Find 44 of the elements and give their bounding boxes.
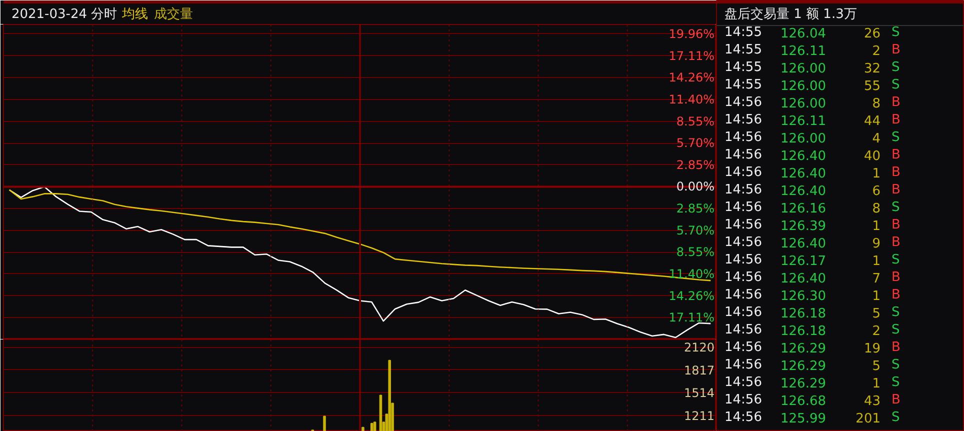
y-tick-label: 8.55% [676, 114, 715, 128]
y-tick-label: 2.85% [676, 202, 715, 216]
text: 14:55 126.00 55 S [724, 78, 900, 94]
text: 14:56 126.39 1 B [724, 218, 900, 234]
text: 14:56 126.18 2 S [724, 322, 900, 339]
text: 14:56 126.18 5 S [724, 305, 900, 322]
chart-title: 2021-03-24 分时 [11, 7, 118, 22]
y-tick-label: 17.11% [668, 48, 715, 63]
text: 14:56 126.29 19 B [724, 340, 900, 356]
text: 14:56 126.11 44 B [724, 112, 900, 129]
text: 成交量 [154, 6, 194, 22]
text: 14:56 126.00 4 S [724, 130, 900, 146]
text: 14:55 126.00 32 S [724, 60, 900, 76]
text: 14:56 126.29 1 S [724, 375, 900, 392]
text: 盘后交易量 1 额 1.3万 [724, 6, 857, 22]
text: 14:56 126.40 6 B [724, 182, 900, 199]
text: 14:56 126.40 9 B [724, 235, 900, 252]
y-tick-label: 17.11% [668, 310, 715, 325]
y-tick-label: 11.40% [668, 266, 715, 281]
text: 14:56 126.00 8 B [724, 95, 900, 112]
text: 14:56 126.40 40 B [724, 148, 900, 164]
text: 14:56 126.30 1 B [724, 288, 900, 304]
y-tick-label: 1211 [684, 409, 715, 424]
text: 14:55 126.04 26 S [724, 25, 900, 42]
y-tick-label: 5.70% [676, 223, 715, 238]
y-tick-label: 14.26% [668, 288, 715, 303]
y-tick-label: 2.85% [676, 158, 715, 172]
text: 14:55 126.11 2 B [724, 42, 900, 59]
text: 14:56 126.68 43 B [724, 392, 900, 409]
text: 14:56 126.17 1 S [724, 252, 900, 269]
text: 14:56 125.99 201 S [724, 410, 900, 426]
text: 14:56 126.29 5 S [724, 358, 900, 374]
y-tick-label: 1817 [684, 363, 715, 378]
y-tick-label: 5.70% [676, 136, 715, 150]
y-tick-label: 2120 [684, 340, 715, 355]
y-tick-label: 19.96% [668, 26, 715, 41]
y-tick-label: 8.55% [676, 245, 715, 260]
y-tick-label: 11.40% [668, 92, 715, 106]
text: 14:56 126.40 1 B [724, 165, 900, 182]
text: 14:56 126.16 8 S [724, 200, 900, 216]
text: 均线 [121, 7, 148, 22]
y-tick-label: 1514 [684, 386, 715, 400]
text: 14:56 126.40 7 B [724, 270, 900, 286]
y-tick-label: 14.26% [668, 70, 715, 85]
